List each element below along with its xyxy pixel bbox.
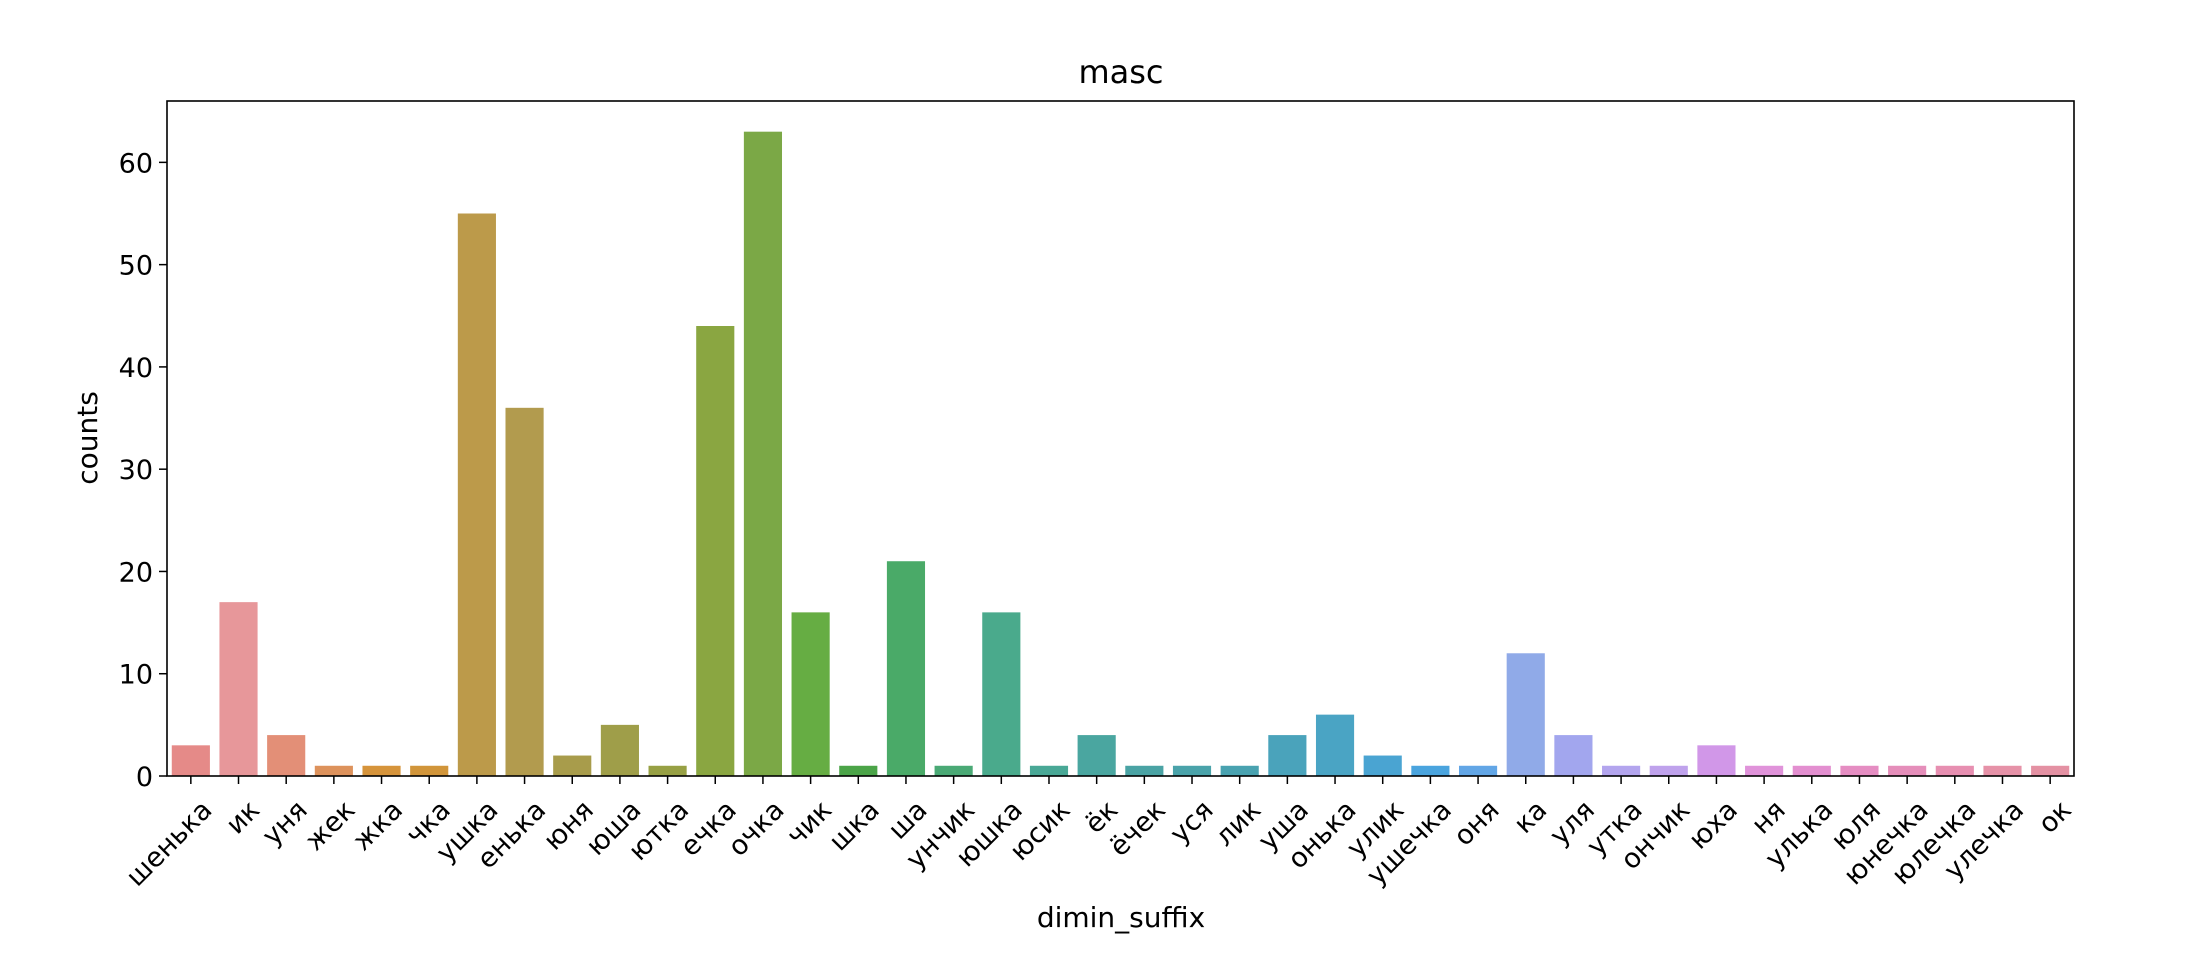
bar-11 [696, 326, 735, 776]
y-axis: 0 10 20 30 40 50 60 [119, 148, 167, 793]
x-tick-label-11: ечка [675, 795, 743, 863]
bar-13 [791, 612, 830, 776]
x-tick-label-22: лик [1209, 795, 1267, 853]
chart-title: masc [1078, 53, 1163, 91]
x-tick-label-39: ок [2033, 795, 2078, 840]
bar-25 [1363, 755, 1402, 776]
bar-5 [410, 765, 449, 776]
x-tick-label-2: уня [257, 795, 314, 852]
x-tick-label-12: очка [722, 795, 790, 863]
bar-17 [982, 612, 1021, 776]
x-tick-label-20: ёчек [1104, 795, 1172, 863]
x-axis-label: dimin_suffix [1037, 901, 1205, 934]
x-tick-label-13: чик [781, 795, 838, 852]
y-tick-label-2: 20 [119, 557, 153, 588]
bar-2 [267, 735, 306, 776]
bar-3 [314, 765, 353, 776]
bar-6 [457, 213, 496, 776]
y-tick-label-6: 60 [119, 148, 153, 179]
bar-29 [1554, 735, 1593, 776]
bar-38 [1983, 765, 2022, 776]
y-tick-label-3: 30 [119, 455, 153, 486]
x-axis: шенька икуняжекжкачкаушкаенькаюняюшаюткае… [120, 776, 2078, 893]
y-axis-label: counts [71, 391, 104, 485]
bar-23 [1268, 735, 1307, 776]
bar-21 [1172, 765, 1212, 776]
bar-10 [648, 765, 687, 776]
bar-26 [1411, 765, 1450, 776]
x-tick-label-27: оня [1448, 795, 1506, 853]
bar-35 [1840, 765, 1879, 776]
bar-18 [1029, 765, 1069, 776]
bar-14 [839, 765, 878, 776]
bar-7 [505, 407, 544, 776]
bar-33 [1745, 765, 1784, 776]
bar-19 [1077, 735, 1116, 776]
bar-27 [1458, 765, 1498, 776]
bar-32 [1697, 745, 1736, 776]
bar-36 [1888, 765, 1927, 776]
bar-24 [1315, 714, 1355, 776]
y-tick-label-5: 50 [119, 251, 153, 282]
plot-frame [166, 100, 2075, 777]
x-tick-label-0: шенька [120, 795, 218, 893]
bar-8 [553, 755, 592, 776]
bar-16 [934, 765, 973, 776]
bar-4 [362, 765, 401, 776]
bar-28 [1506, 653, 1545, 776]
bar-20 [1125, 765, 1164, 776]
bars-group [171, 131, 2070, 776]
bar-31 [1649, 765, 1688, 776]
x-tick-label-21: уся [1164, 795, 1219, 850]
bar-0 [171, 745, 210, 776]
x-tick-label-3: жек [299, 795, 361, 857]
y-tick-label-4: 40 [119, 353, 153, 384]
x-tick-label-4: жка [347, 795, 409, 857]
bar-37 [1935, 765, 1974, 776]
y-tick-label-0: 0 [136, 762, 153, 793]
bar-39 [2031, 765, 2070, 776]
bar-9 [600, 724, 639, 776]
bar-22 [1220, 765, 1259, 776]
bar-12 [743, 131, 783, 776]
bar-30 [1602, 765, 1641, 776]
x-tick-label-32: юха [1683, 795, 1744, 856]
bar-1 [219, 602, 258, 776]
bar-34 [1792, 765, 1831, 776]
bar-15 [886, 561, 926, 776]
x-tick-label-14: шка [823, 795, 886, 858]
y-tick-label-1: 10 [119, 660, 153, 691]
